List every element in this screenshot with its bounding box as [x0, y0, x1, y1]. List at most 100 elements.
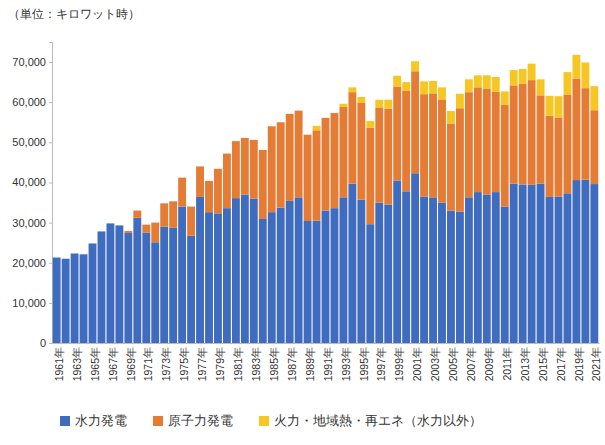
bar [80, 254, 88, 255]
bar [465, 79, 473, 92]
bar [286, 113, 294, 114]
bar [590, 184, 598, 343]
x-tick: 2009年 [483, 343, 495, 381]
y-tick-label: 60,000 [12, 96, 46, 108]
x-tick: 2011年 [501, 343, 513, 381]
bar [71, 253, 79, 254]
x-tick-label: 1987年 [286, 347, 298, 381]
bar [304, 134, 312, 135]
bar [106, 223, 114, 224]
bar [205, 181, 213, 212]
x-tick-label: 1975年 [178, 347, 190, 381]
bar [465, 92, 473, 197]
bar [205, 212, 213, 343]
bar [89, 243, 97, 244]
bar [53, 258, 61, 343]
bar [581, 88, 589, 180]
bar [115, 225, 123, 226]
bar [124, 231, 132, 233]
y-tick-mark [49, 182, 52, 183]
x-tick-label: 1981年 [232, 347, 244, 381]
bar [80, 254, 88, 343]
bar [178, 207, 186, 343]
bar [322, 211, 330, 343]
bar [322, 118, 330, 211]
x-tick: 1989年 [304, 343, 316, 381]
bar [438, 203, 446, 343]
bar [366, 128, 374, 224]
x-tick-label: 2017年 [555, 347, 567, 381]
bar [241, 138, 249, 195]
bar [304, 221, 312, 343]
bar [357, 103, 365, 200]
x-tick-label: 1979年 [214, 347, 226, 381]
bar [71, 254, 79, 343]
bar [295, 111, 303, 198]
bar [214, 168, 222, 169]
bar [295, 110, 303, 111]
bar [250, 199, 258, 343]
x-tick-label: 1971年 [142, 347, 154, 381]
bar [411, 71, 419, 173]
y-tick-mark [49, 263, 52, 264]
y-tick-label: 40,000 [12, 176, 46, 188]
bar [546, 197, 554, 343]
bar [259, 149, 267, 150]
bar [501, 91, 509, 105]
x-axis: 1961年1963年1965年1967年1969年1971年1973年1975年… [53, 343, 603, 381]
x-tick-label: 2005年 [447, 347, 459, 381]
y-tick-mark [49, 62, 52, 63]
bar [501, 207, 509, 343]
bar [528, 64, 536, 80]
bar [339, 107, 347, 197]
x-tick: 1981年 [232, 343, 244, 381]
y-tick: 60,000 [12, 96, 52, 108]
bar [62, 258, 70, 259]
bar [483, 75, 491, 89]
bar [142, 225, 150, 233]
bar [375, 203, 383, 343]
x-tick-label: 1989年 [304, 347, 316, 381]
bar [501, 105, 509, 207]
bar [438, 99, 446, 202]
bar [98, 231, 106, 232]
bar [62, 259, 70, 343]
legend-item: 原子力発電 [153, 413, 233, 428]
x-tick: 1983年 [250, 343, 262, 381]
bar [546, 96, 554, 116]
x-tick-label: 1983年 [250, 347, 262, 381]
bar [447, 123, 455, 210]
bar [187, 206, 195, 207]
bar [313, 221, 321, 343]
bar [124, 233, 132, 343]
bar [348, 184, 356, 343]
x-tick-label: 2003年 [429, 347, 441, 381]
bar [187, 236, 195, 343]
bar [339, 197, 347, 343]
bar [429, 81, 437, 93]
bar [429, 197, 437, 343]
y-tick-label: 20,000 [12, 257, 46, 269]
bar [115, 225, 123, 226]
bar [393, 76, 401, 87]
bar [528, 80, 536, 185]
bar [259, 219, 267, 343]
bar [187, 207, 195, 236]
bar [555, 96, 563, 117]
bar [196, 166, 204, 167]
bar [510, 85, 518, 183]
x-tick: 2013年 [519, 343, 531, 381]
bar [590, 86, 598, 110]
bar [313, 130, 321, 220]
bar [160, 227, 168, 343]
bar [89, 243, 97, 244]
bar [456, 212, 464, 343]
bar [510, 70, 518, 85]
bar [205, 180, 213, 181]
bar [492, 192, 500, 343]
bar [375, 107, 383, 202]
bar [331, 113, 339, 114]
bar [438, 87, 446, 99]
bar [142, 224, 150, 225]
bar [53, 257, 61, 258]
